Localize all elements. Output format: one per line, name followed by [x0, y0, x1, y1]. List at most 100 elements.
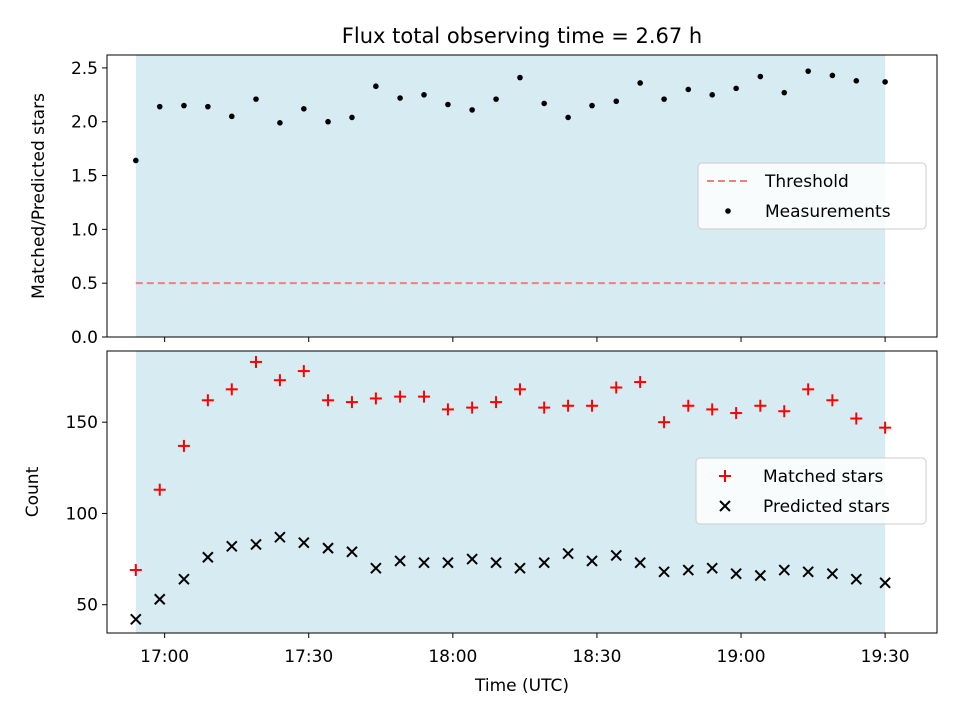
- matched-star-point: [826, 394, 839, 407]
- measurement-point: [613, 98, 620, 105]
- bottom-y-tick-label: 150: [66, 413, 98, 433]
- matched-star-point: [562, 399, 575, 412]
- top-y-axis: 0.0 0.5 1.0 1.5 2.0 2.5: [71, 59, 107, 348]
- bottom-x-tick-label: 19:30: [861, 647, 910, 667]
- predicted-star-point: [322, 542, 334, 554]
- legend-matched-label: Matched stars: [763, 467, 883, 487]
- predicted-star-point: [586, 555, 598, 567]
- measurement-point: [661, 96, 667, 102]
- predicted-star-point: [346, 546, 358, 558]
- matched-star-point: [802, 383, 815, 396]
- predicted-star-point: [466, 553, 478, 565]
- predicted-star-point: [826, 567, 839, 580]
- matched-star-point: [586, 399, 599, 412]
- predicted-star-point: [202, 551, 214, 563]
- measurement-point: [253, 96, 259, 102]
- chart-title: Flux total observing time = 2.67 h: [342, 24, 702, 48]
- top-y-tick-label: 2.5: [71, 59, 98, 79]
- legend-measurement-label: Measurements: [765, 202, 891, 222]
- matched-star-point: [538, 401, 551, 414]
- predicted-star-point: [514, 562, 526, 574]
- measurement-point: [156, 103, 163, 110]
- top-y-tick-label: 0.0: [71, 328, 98, 348]
- predicted-star-point: [250, 538, 262, 551]
- matched-star-point: [850, 412, 863, 425]
- bottom-legend: Matched stars Predicted stars: [695, 457, 927, 525]
- measurement-point: [421, 92, 427, 98]
- measurement-point: [181, 102, 187, 109]
- measurement-point: [637, 80, 643, 86]
- measurement-point: [685, 86, 692, 93]
- measurement-point: [445, 101, 451, 108]
- measurement-point: [493, 96, 499, 102]
- matched-star-point: [610, 381, 623, 394]
- legend-predicted-swatch: [719, 500, 731, 512]
- matched-star-point: [682, 399, 695, 412]
- legend-measurement-swatch: [725, 208, 731, 214]
- predicted-star-point: [850, 573, 863, 585]
- matched-star-point: [322, 394, 335, 407]
- measurement-point: [397, 95, 403, 101]
- bottom-x-tick-label: 17:30: [284, 647, 333, 667]
- predicted-star-point: [802, 566, 814, 578]
- ratio-panel: 0.0 0.5 1.0 1.5 2.0 2.5 Flux total observing …: [29, 24, 938, 348]
- matched-star-point: [754, 399, 767, 412]
- legend-threshold-label: Threshold: [764, 172, 849, 192]
- top-y-tick-label: 1.5: [71, 167, 98, 187]
- matched-star-point: [177, 439, 190, 452]
- predicted-star-point: [490, 557, 502, 569]
- star-count-points: [129, 355, 892, 626]
- top-axes-frame: [106, 54, 938, 338]
- predicted-star-point: [130, 613, 142, 626]
- predicted-star-point: [610, 549, 622, 562]
- matched-star-point: [153, 483, 166, 496]
- bottom-x-tick-label: 18:00: [428, 647, 477, 667]
- top-x-ticks: [164, 337, 886, 342]
- matched-star-point: [273, 374, 286, 387]
- measurement-point: [757, 73, 764, 80]
- measurement-point: [781, 89, 788, 96]
- matched-star-point: [225, 383, 238, 396]
- bottom-y-tick-label: 50: [76, 596, 98, 616]
- matched-star-point: [658, 416, 671, 429]
- matched-star-point: [369, 392, 382, 405]
- predicted-star-point: [274, 531, 286, 543]
- predicted-star-point: [634, 557, 646, 569]
- measurement-point: [277, 120, 283, 126]
- matched-star-point: [730, 407, 743, 420]
- measurement-point: [469, 107, 475, 113]
- predicted-star-point: [394, 555, 406, 567]
- measurement-point: [228, 113, 235, 120]
- measurement-point: [349, 114, 355, 121]
- bottom-y-tick-label: 100: [66, 504, 98, 524]
- measurement-point: [733, 85, 739, 92]
- predicted-star-point: [778, 564, 790, 576]
- x-axis-label: Time (UTC): [474, 676, 569, 696]
- measurement-point: [565, 114, 571, 121]
- measurement-point: [373, 83, 379, 90]
- measurement-point: [205, 103, 211, 110]
- predicted-star-point: [538, 557, 550, 569]
- predicted-star-point: [562, 547, 574, 560]
- predicted-star-point: [658, 566, 670, 578]
- predicted-star-point: [298, 536, 310, 549]
- predicted-star-point: [226, 540, 238, 553]
- matched-star-point: [490, 396, 503, 409]
- top-legend: Threshold Measurements: [697, 162, 927, 230]
- measurement-point: [517, 74, 523, 81]
- bottom-x-tick-label: 19:00: [717, 647, 766, 667]
- top-y-tick-label: 0.5: [71, 274, 98, 294]
- top-y-tick-label: 1.0: [71, 220, 98, 240]
- bottom-y-label: Count: [23, 466, 43, 517]
- measurement-point: [882, 79, 888, 85]
- matched-star-point: [345, 396, 358, 409]
- predicted-star-point: [418, 557, 430, 569]
- measurement-point: [133, 157, 139, 164]
- predicted-star-point: [730, 567, 742, 580]
- measurement-point: [829, 72, 836, 79]
- measurement-point: [709, 92, 716, 98]
- matched-star-point: [466, 401, 479, 414]
- matched-star-point: [418, 390, 431, 403]
